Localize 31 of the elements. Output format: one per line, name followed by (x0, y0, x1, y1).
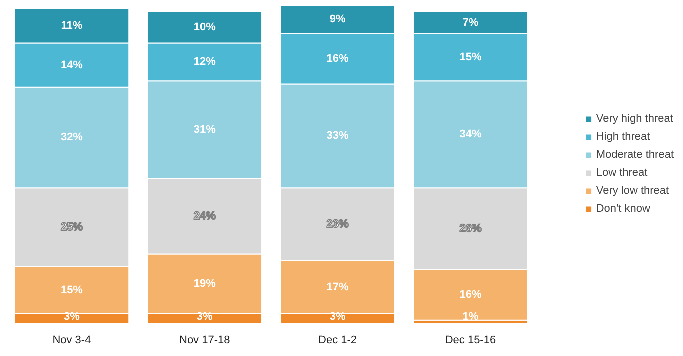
x-tick-label: Dec 1-2 (318, 334, 358, 346)
x-tick-label: Dec 15-16 (445, 334, 496, 346)
data-label: 15% (460, 51, 482, 64)
data-label: 16% (326, 53, 350, 66)
x-tick-label: Nov 3-4 (52, 334, 92, 346)
data-label: 10% (194, 22, 216, 34)
data-label: 11% (61, 20, 83, 32)
data-label: 19% (194, 278, 216, 290)
data-label: 15% (60, 284, 84, 296)
data-label: 23% (326, 218, 350, 230)
legend-label: Low threat (596, 167, 648, 179)
data-label: 17% (326, 281, 350, 294)
data-label: 33% (326, 130, 350, 142)
data-label: 32% (60, 132, 84, 144)
data-label: 1% (462, 311, 479, 324)
legend-label: Don't know (596, 203, 650, 215)
data-label: 26% (460, 223, 482, 236)
legend-label: Very high threat (596, 113, 674, 125)
data-label: 12% (194, 56, 216, 68)
data-label: 9% (330, 14, 346, 26)
x-tick-label: Nov 17-18 (180, 334, 230, 346)
legend-label: Very low threat (596, 185, 670, 197)
legend-label: High threat (596, 131, 650, 143)
data-label: 7% (462, 16, 479, 29)
data-label: 16% (460, 289, 482, 302)
data-label: 34% (460, 128, 482, 141)
data-label: 31% (194, 124, 216, 136)
legend-label: Moderate threat (596, 149, 674, 161)
data-label: 25% (60, 221, 84, 234)
data-label: 14% (60, 59, 84, 72)
data-label: 24% (194, 210, 216, 222)
